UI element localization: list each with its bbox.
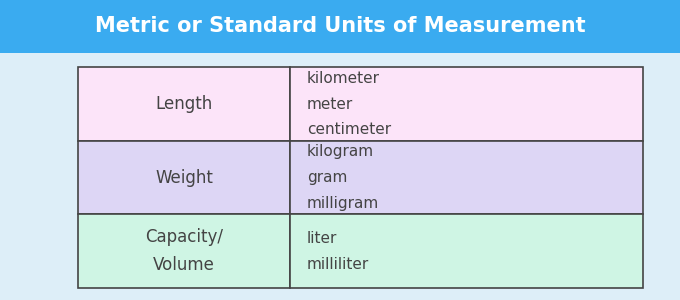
Text: Length: Length: [156, 95, 213, 113]
Bar: [290, 68, 643, 141]
Text: Capacity/
Volume: Capacity/ Volume: [145, 228, 223, 274]
Text: Weight: Weight: [155, 169, 213, 187]
Bar: [0, 0, 680, 52]
Bar: [78, 68, 290, 141]
Bar: [290, 141, 643, 214]
Text: Metric or Standard Units of Measurement: Metric or Standard Units of Measurement: [95, 16, 585, 36]
Bar: [290, 214, 643, 288]
Text: kilogram
gram
milligram: kilogram gram milligram: [307, 144, 379, 211]
Text: kilometer
meter
centimeter: kilometer meter centimeter: [307, 71, 391, 137]
Text: liter
milliliter: liter milliliter: [307, 231, 369, 272]
Bar: [78, 141, 290, 214]
Bar: [78, 214, 290, 288]
